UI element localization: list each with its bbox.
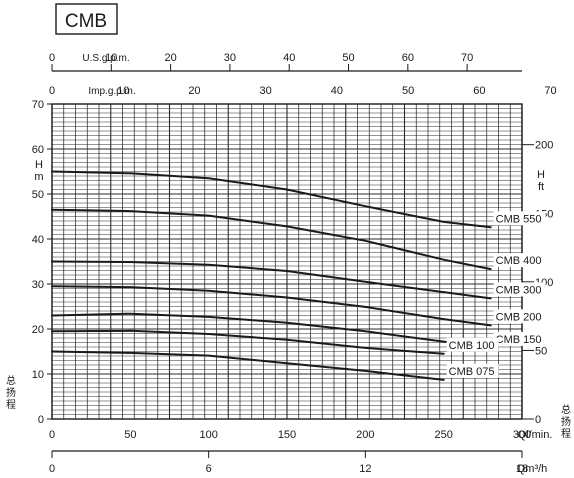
m3h-tick-label: 0: [49, 463, 55, 475]
usgpm-tick-label: 40: [283, 52, 295, 64]
right-axis-label: H: [537, 169, 545, 181]
x-axis-label: Ql/min.: [518, 429, 553, 441]
series-curve-cmb-150: [51, 312, 492, 349]
series-label-bg: [493, 282, 546, 297]
right-axis-tick-label: 0: [535, 414, 541, 426]
usgpm-tick-label: 60: [402, 52, 414, 64]
usgpm-tick-label: 20: [164, 52, 176, 64]
m3h-axis-label: Qm³/h: [517, 463, 548, 475]
series-curve-cmb-300: [51, 260, 492, 300]
m3h-tick-label: 18: [516, 463, 528, 475]
impgpm-tick-label: 30: [260, 85, 272, 97]
series-curve-cmb-100: [51, 329, 445, 355]
y-axis-label-cn-left: 总: [6, 374, 16, 387]
y-tick-label: 40: [32, 234, 44, 246]
x-tick-label: 300: [513, 429, 531, 441]
y-axis-label-cn-right: 总: [561, 403, 571, 416]
right-axis-tick-label: 50: [535, 345, 547, 357]
model-title-box: CMB: [55, 3, 118, 35]
x-tick-label: 0: [49, 429, 55, 441]
impgpm-tick-label: 50: [402, 85, 414, 97]
y-axis-label-cn-right: 扬: [561, 415, 571, 428]
y-axis-label-cn-left: 程: [6, 399, 16, 411]
impgpm-axis-label: Imp.g.p.m.: [88, 86, 135, 97]
series-label-bg: [493, 253, 546, 268]
y-axis-label: H: [35, 159, 43, 171]
x-tick-label: 250: [434, 429, 452, 441]
y-tick-label: 20: [32, 324, 44, 336]
series-label: CMB 100: [449, 340, 495, 352]
y-tick-label: 70: [32, 99, 44, 111]
series-curve-cmb-075: [51, 350, 445, 381]
m3h-tick-label: 12: [359, 463, 371, 475]
series-label: CMB 300: [496, 284, 542, 296]
x-tick-label: 100: [199, 429, 217, 441]
y-tick-label: 0: [38, 414, 44, 426]
series-label: CMB 075: [449, 366, 495, 378]
usgpm-axis-label: U.S.g.p.m.: [82, 53, 129, 64]
chart-title: CMB: [65, 11, 107, 32]
series-label-bg: [493, 331, 546, 346]
series-curve-cmb-400: [51, 208, 492, 271]
series-curve-cmb-200: [51, 285, 492, 327]
m3h-tick-label: 6: [206, 463, 212, 475]
series-curve-cmb-550: [51, 170, 492, 229]
impgpm-tick-label: 10: [117, 85, 129, 97]
usgpm-tick-label: 10: [105, 52, 117, 64]
series-lines: [51, 170, 492, 381]
impgpm-tick-label: 60: [473, 85, 485, 97]
x-tick-label: 150: [278, 429, 296, 441]
y-tick-label: 10: [32, 369, 44, 381]
y-tick-label: 30: [32, 279, 44, 291]
series-label: CMB 550: [496, 213, 542, 225]
impgpm-tick-label: 70: [544, 85, 556, 97]
impgpm-tick-label: 20: [188, 85, 200, 97]
series-label: CMB 400: [496, 255, 542, 267]
impgpm-tick-label: 0: [49, 85, 55, 97]
usgpm-tick-label: 30: [224, 52, 236, 64]
y-tick-label: 60: [32, 144, 44, 156]
series-label: CMB 150: [496, 334, 542, 346]
impgpm-tick-label: 40: [331, 85, 343, 97]
x-tick-label: 200: [356, 429, 374, 441]
usgpm-tick-label: 50: [342, 52, 354, 64]
y-axis-label-cn-right: 程: [561, 428, 571, 440]
usgpm-tick-label: 0: [49, 52, 55, 64]
series-label-bg: [446, 363, 499, 378]
series-label-bg: [446, 337, 499, 352]
y-axis-unit: m: [34, 171, 43, 183]
y-axis-label-cn-left: 扬: [6, 386, 16, 399]
series-label: CMB 200: [496, 311, 542, 323]
x-tick-label: 50: [124, 429, 136, 441]
y-tick-label: 50: [32, 189, 44, 201]
axes: 010203040506070Hm050100150200Hft总总扬扬程程05…: [6, 52, 571, 475]
series-label-bg: [493, 309, 546, 324]
usgpm-tick-label: 70: [461, 52, 473, 64]
right-axis-unit: ft: [538, 181, 544, 193]
series-label-bg: [493, 211, 546, 226]
right-axis-tick-label: 200: [535, 140, 553, 152]
